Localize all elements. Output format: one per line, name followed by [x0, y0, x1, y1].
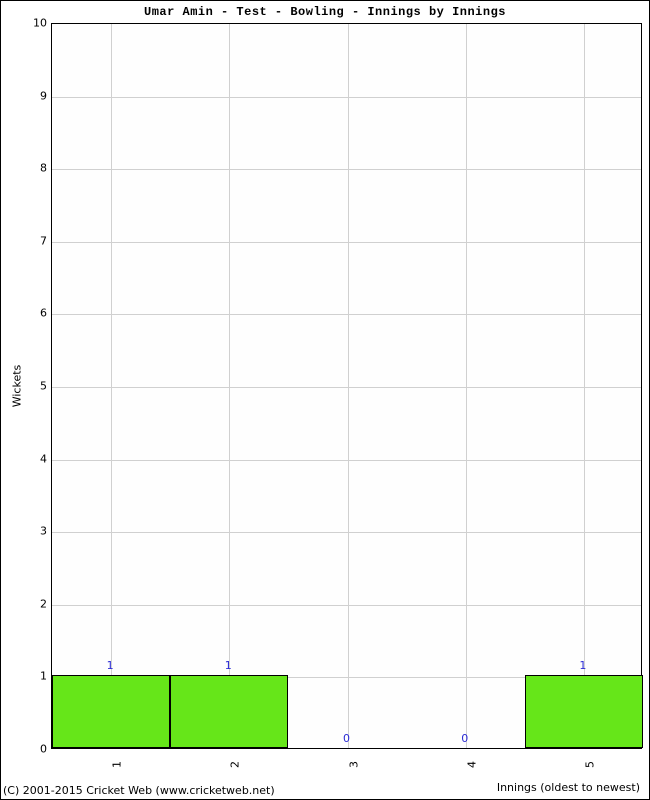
y-tick-label: 9 — [29, 89, 47, 102]
bar — [52, 675, 170, 748]
plot-area — [51, 23, 642, 749]
gridline-v — [229, 24, 230, 748]
chart-title: Umar Amin - Test - Bowling - Innings by … — [1, 5, 649, 19]
bar — [525, 675, 643, 748]
bar-value-label: 0 — [343, 732, 350, 745]
x-tick-label: 3 — [347, 761, 360, 768]
y-axis-label: Wickets — [11, 365, 24, 408]
gridline-h — [52, 169, 641, 170]
gridline-v — [584, 24, 585, 748]
gridline-h — [52, 314, 641, 315]
gridline-h — [52, 460, 641, 461]
y-tick-label: 5 — [29, 380, 47, 393]
bar-value-label: 1 — [579, 659, 586, 672]
y-tick-label: 2 — [29, 597, 47, 610]
gridline-h — [52, 242, 641, 243]
y-tick-label: 3 — [29, 525, 47, 538]
chart-frame: Umar Amin - Test - Bowling - Innings by … — [0, 0, 650, 800]
gridline-v — [466, 24, 467, 748]
gridline-v — [111, 24, 112, 748]
y-tick-label: 7 — [29, 234, 47, 247]
x-axis-label: Innings (oldest to newest) — [497, 781, 640, 794]
gridline-h — [52, 532, 641, 533]
gridline-h — [52, 605, 641, 606]
gridline-h — [52, 387, 641, 388]
credit-text: (C) 2001-2015 Cricket Web (www.cricketwe… — [3, 784, 275, 797]
x-tick-label: 2 — [229, 761, 242, 768]
y-tick-label: 4 — [29, 452, 47, 465]
y-tick-label: 10 — [29, 17, 47, 30]
gridline-h — [52, 97, 641, 98]
gridline-v — [348, 24, 349, 748]
bar-value-label: 1 — [225, 659, 232, 672]
x-tick-label: 5 — [583, 761, 596, 768]
bar-value-label: 1 — [107, 659, 114, 672]
x-tick-label: 4 — [465, 761, 478, 768]
bar — [170, 675, 288, 748]
y-tick-label: 8 — [29, 162, 47, 175]
y-tick-label: 6 — [29, 307, 47, 320]
x-tick-label: 1 — [111, 761, 124, 768]
y-tick-label: 0 — [29, 743, 47, 756]
bar-value-label: 0 — [461, 732, 468, 745]
y-tick-label: 1 — [29, 670, 47, 683]
